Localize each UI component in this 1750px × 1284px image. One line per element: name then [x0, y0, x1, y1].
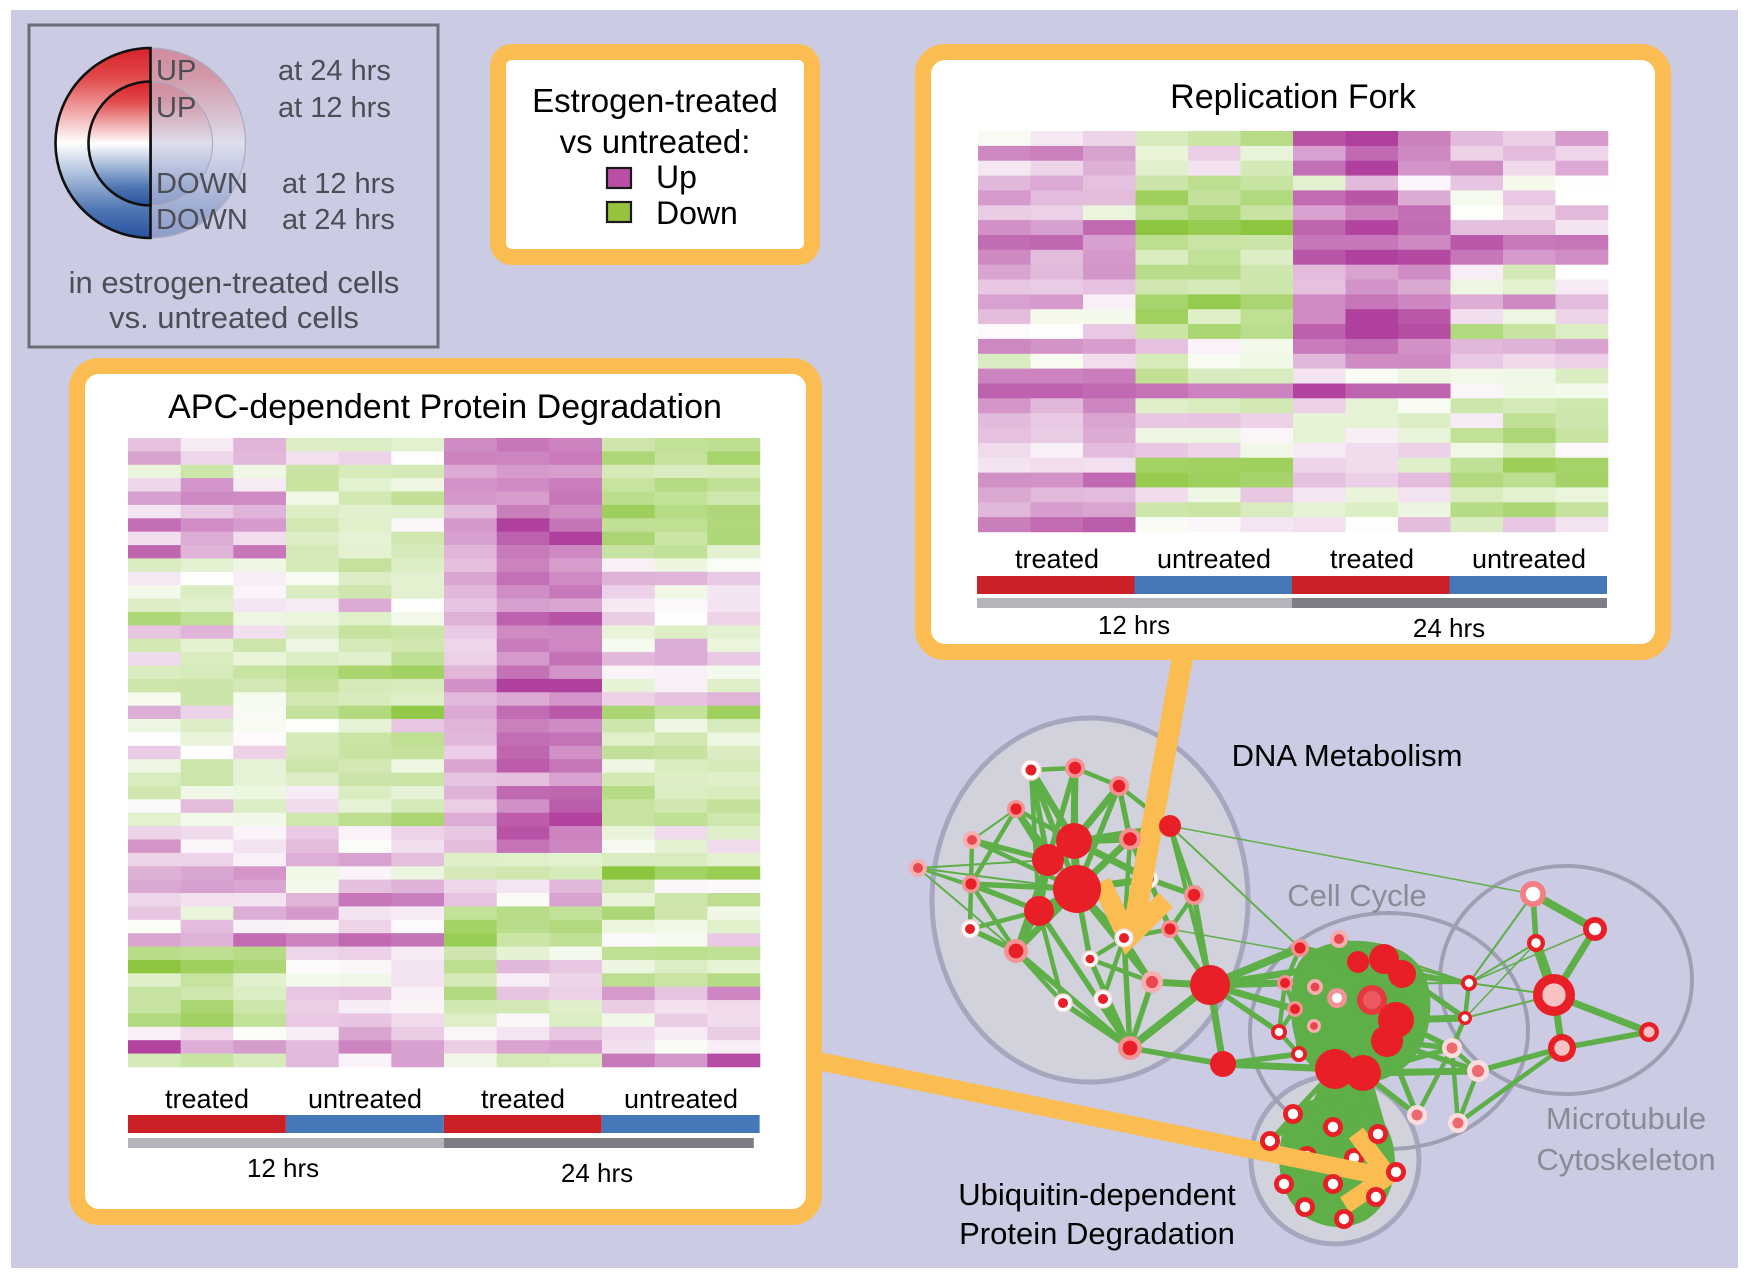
svg-text:Estrogen-treated: Estrogen-treated [532, 82, 778, 119]
svg-text:24 hrs: 24 hrs [1413, 613, 1485, 643]
svg-text:treated: treated [165, 1084, 249, 1114]
svg-text:Cytoskeleton: Cytoskeleton [1536, 1142, 1715, 1177]
svg-text:vs untreated:: vs untreated: [560, 123, 751, 160]
svg-text:Down: Down [656, 195, 738, 231]
svg-text:UP: UP [156, 55, 196, 87]
svg-text:treated: treated [1330, 544, 1414, 574]
svg-text:DOWN: DOWN [156, 168, 248, 200]
svg-text:24 hrs: 24 hrs [561, 1158, 633, 1188]
svg-text:untreated: untreated [624, 1084, 738, 1114]
svg-text:Microtubule: Microtubule [1546, 1101, 1706, 1136]
svg-text:Up: Up [656, 159, 697, 195]
svg-text:at 24 hrs: at 24 hrs [278, 55, 391, 87]
svg-text:treated: treated [1015, 544, 1099, 574]
svg-text:Replication Fork: Replication Fork [1170, 78, 1417, 116]
svg-text:DOWN: DOWN [156, 204, 248, 236]
svg-text:at 12 hrs: at 12 hrs [282, 168, 395, 200]
svg-text:untreated: untreated [308, 1084, 422, 1114]
svg-text:in estrogen-treated cells: in estrogen-treated cells [69, 265, 400, 300]
svg-text:UP: UP [156, 92, 196, 124]
svg-text:Ubiquitin-dependent: Ubiquitin-dependent [958, 1177, 1236, 1212]
svg-text:at 12 hrs: at 12 hrs [278, 92, 391, 124]
svg-text:DNA Metabolism: DNA Metabolism [1232, 738, 1463, 773]
svg-text:treated: treated [481, 1084, 565, 1114]
svg-text:12 hrs: 12 hrs [1098, 610, 1170, 640]
svg-text:vs. untreated cells: vs. untreated cells [109, 300, 359, 335]
svg-text:Cell Cycle: Cell Cycle [1287, 878, 1427, 913]
svg-text:at 24 hrs: at 24 hrs [282, 204, 395, 236]
svg-text:12 hrs: 12 hrs [247, 1153, 319, 1183]
svg-text:APC-dependent Protein Degradat: APC-dependent Protein Degradation [168, 388, 722, 426]
svg-text:untreated: untreated [1472, 544, 1586, 574]
svg-text:untreated: untreated [1157, 544, 1271, 574]
svg-text:Protein Degradation: Protein Degradation [959, 1216, 1235, 1251]
